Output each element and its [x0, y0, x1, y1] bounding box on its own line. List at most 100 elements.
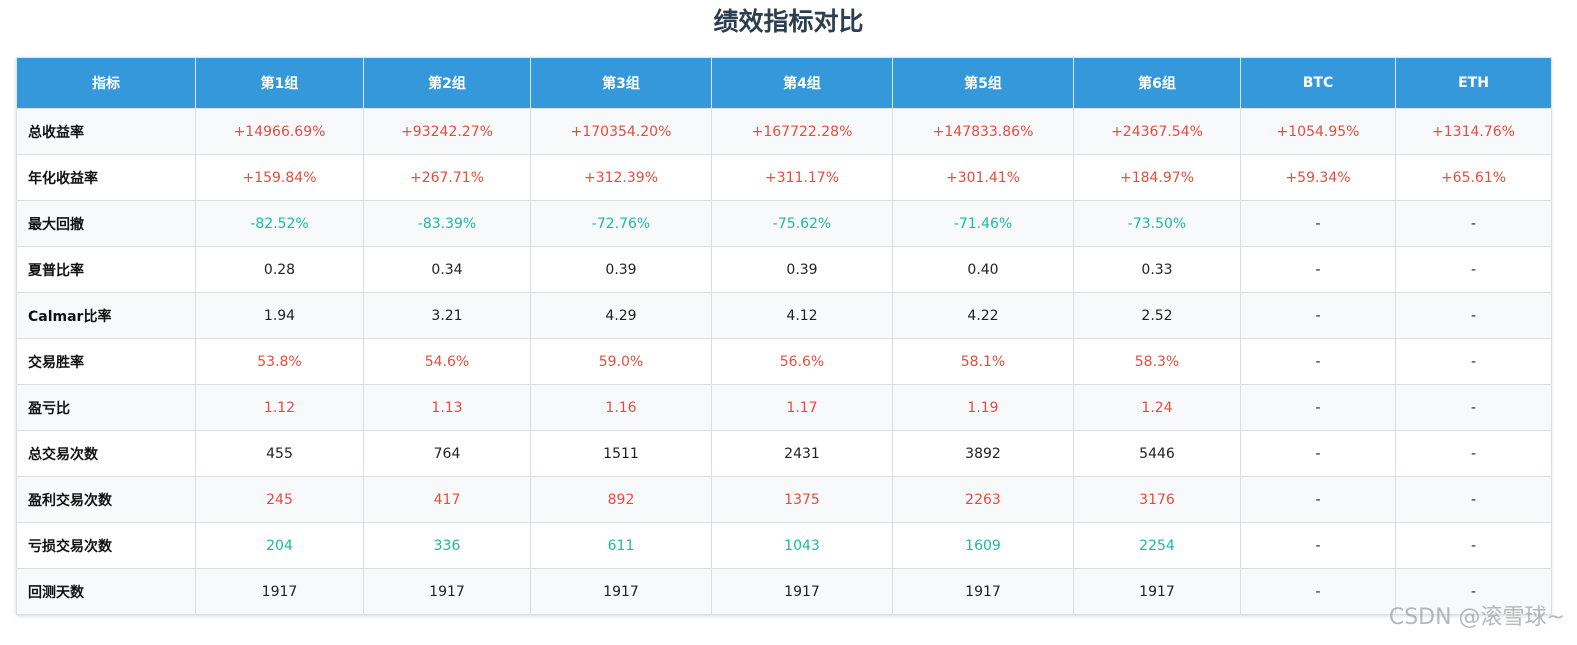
table-cell: 1.24	[1073, 384, 1241, 431]
table-cell: 4.22	[892, 292, 1074, 339]
table-cell: 3176	[1073, 476, 1241, 523]
table-cell: +93242.27%	[363, 108, 531, 155]
page-title: 绩效指标对比	[713, 7, 864, 36]
table-cell: +14966.69%	[195, 108, 364, 155]
table-cell: -72.76%	[530, 200, 712, 247]
table-cell: 0.28	[195, 246, 364, 293]
table-row: 总收益率 +14966.69% +93242.27% +170354.20% +1677…	[16, 108, 1552, 155]
table-cell: 1917	[711, 568, 893, 615]
table-cell: +65.61%	[1395, 154, 1552, 201]
table-cell: +184.97%	[1073, 154, 1241, 201]
table-cell: 0.40	[892, 246, 1074, 293]
table-body: 总收益率 +14966.69% +93242.27% +170354.20% +1677…	[16, 108, 1552, 615]
table-cell: -	[1395, 476, 1552, 523]
table-cell: -	[1240, 476, 1396, 523]
metric-label: 盈亏比	[16, 384, 196, 431]
table-row: 交易胜率 53.8% 54.6% 59.0% 56.6% 58.1% 58.3% - -	[16, 338, 1552, 385]
table-cell: 245	[195, 476, 364, 523]
table-cell: 4.12	[711, 292, 893, 339]
header-btc: BTC	[1240, 57, 1396, 109]
table-cell: -	[1395, 430, 1552, 477]
table-cell: 4.29	[530, 292, 712, 339]
table-cell: +59.34%	[1240, 154, 1396, 201]
metric-label: Calmar比率	[16, 292, 196, 339]
table-cell: -83.39%	[363, 200, 531, 247]
header-group-6: 第6组	[1073, 57, 1241, 109]
table-cell: -	[1240, 522, 1396, 569]
header-group-4: 第4组	[711, 57, 893, 109]
table-cell: +167722.28%	[711, 108, 893, 155]
table-cell: -	[1395, 292, 1552, 339]
table-cell: -	[1395, 338, 1552, 385]
table-header-row: 指标 第1组 第2组 第3组 第4组 第5组 第6组 BTC ETH	[16, 57, 1552, 109]
table-cell: -	[1395, 200, 1552, 247]
table-cell: 455	[195, 430, 364, 477]
table-cell: 1917	[195, 568, 364, 615]
table-cell: -73.50%	[1073, 200, 1241, 247]
table-cell: 892	[530, 476, 712, 523]
table-cell: -	[1240, 568, 1396, 615]
table-cell: +1314.76%	[1395, 108, 1552, 155]
table-cell: +311.17%	[711, 154, 893, 201]
header-group-2: 第2组	[363, 57, 531, 109]
table-cell: -71.46%	[892, 200, 1074, 247]
table-cell: 1917	[1073, 568, 1241, 615]
table-cell: 1375	[711, 476, 893, 523]
table-cell: -	[1395, 384, 1552, 431]
table-cell: 58.1%	[892, 338, 1074, 385]
table-cell: +301.41%	[892, 154, 1074, 201]
table-row: Calmar比率 1.94 3.21 4.29 4.12 4.22 2.52- -	[16, 292, 1552, 339]
header-group-1: 第1组	[195, 57, 364, 109]
table-cell: 5446	[1073, 430, 1241, 477]
metric-label: 总交易次数	[16, 430, 196, 477]
header-group-5: 第5组	[892, 57, 1074, 109]
header-eth: ETH	[1395, 57, 1552, 109]
table-cell: -	[1395, 246, 1552, 293]
table-cell: -	[1240, 430, 1396, 477]
table-cell: 1917	[363, 568, 531, 615]
table-cell: 611	[530, 522, 712, 569]
table-cell: 2254	[1073, 522, 1241, 569]
table-cell: 1.13	[363, 384, 531, 431]
table-cell: -	[1240, 292, 1396, 339]
table-cell: 1.16	[530, 384, 712, 431]
table-cell: -	[1395, 522, 1552, 569]
table-cell: +170354.20%	[530, 108, 712, 155]
table-cell: 1.94	[195, 292, 364, 339]
metric-label: 盈利交易次数	[16, 476, 196, 523]
table-cell: -82.52%	[195, 200, 364, 247]
table-row: 盈利交易次数 245 417 892 1375 2263 3176- -	[16, 476, 1552, 523]
metric-label: 亏损交易次数	[16, 522, 196, 569]
metric-label: 总收益率	[16, 108, 196, 155]
table-cell: +267.71%	[363, 154, 531, 201]
metric-label: 最大回撤	[16, 200, 196, 247]
table-cell: 53.8%	[195, 338, 364, 385]
metric-label: 年化收益率	[16, 154, 196, 201]
table-cell: 59.0%	[530, 338, 712, 385]
table-row: 回测天数 1917 1917 1917 1917 1917 1917- -	[16, 568, 1552, 615]
table-cell: 0.33	[1073, 246, 1241, 293]
table-cell: 1917	[892, 568, 1074, 615]
table-cell: 54.6%	[363, 338, 531, 385]
table-cell: 0.39	[530, 246, 712, 293]
table-cell: -75.62%	[711, 200, 893, 247]
header-metric: 指标	[16, 57, 196, 109]
table-cell: +312.39%	[530, 154, 712, 201]
table-cell: 3892	[892, 430, 1074, 477]
table-cell: -	[1240, 246, 1396, 293]
table-row: 总交易次数 455 764 1511 2431 3892 5446- -	[16, 430, 1552, 477]
table-cell: 3.21	[363, 292, 531, 339]
table-cell: 0.34	[363, 246, 531, 293]
table-row: 夏普比率 0.28 0.34 0.39 0.39 0.40 0.33- -	[16, 246, 1552, 293]
table-row: 最大回撤 -82.52% -83.39% -72.76% -75.62% -71.46% -…	[16, 200, 1552, 247]
watermark: CSDN @滚雪球~	[1388, 605, 1565, 630]
metric-label: 回测天数	[16, 568, 196, 615]
table-cell: 2431	[711, 430, 893, 477]
table-cell: 1.17	[711, 384, 893, 431]
table-cell: 1.19	[892, 384, 1074, 431]
table-cell: 1.12	[195, 384, 364, 431]
table-cell: 204	[195, 522, 364, 569]
table-cell: 1609	[892, 522, 1074, 569]
table-cell: 336	[363, 522, 531, 569]
table-cell: +1054.95%	[1240, 108, 1396, 155]
